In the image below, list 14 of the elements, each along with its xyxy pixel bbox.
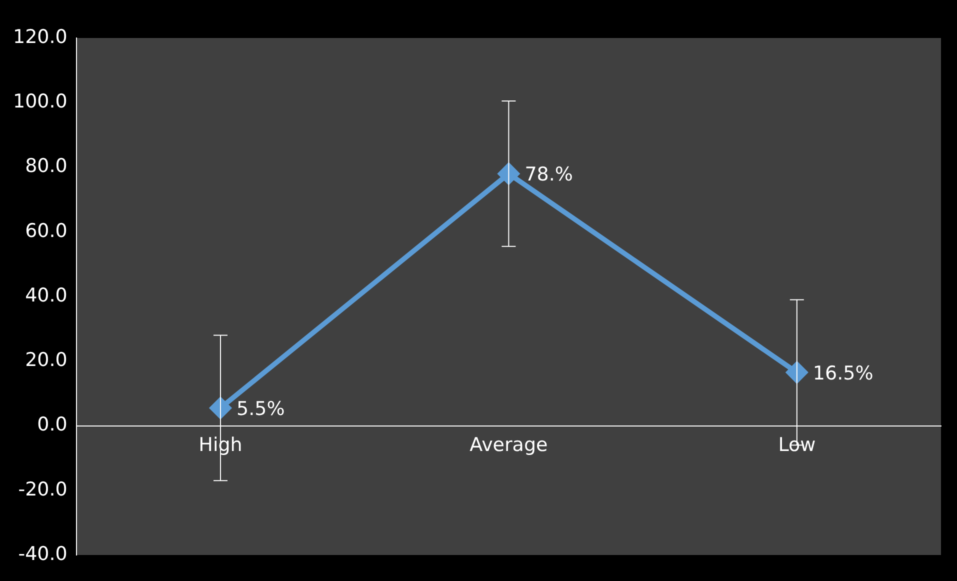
y-tick-label: 0.0 — [37, 414, 68, 436]
y-tick-label: 40.0 — [25, 284, 68, 306]
y-tick-label: 120.0 — [12, 26, 68, 48]
x-tick-label: Low — [778, 434, 816, 456]
data-label: 78.% — [524, 164, 573, 186]
y-tick-label: 80.0 — [25, 155, 68, 178]
y-tick-label: 20.0 — [25, 349, 68, 372]
y-tick-label: 60.0 — [25, 220, 68, 242]
y-tick-label: -40.0 — [18, 542, 68, 565]
y-tick-label: -20.0 — [18, 478, 68, 500]
data-label: 5.5% — [236, 398, 285, 420]
y-tick-label: 100.0 — [12, 90, 68, 113]
data-label: 16.5% — [812, 362, 874, 384]
x-tick-label: Average — [470, 434, 548, 456]
